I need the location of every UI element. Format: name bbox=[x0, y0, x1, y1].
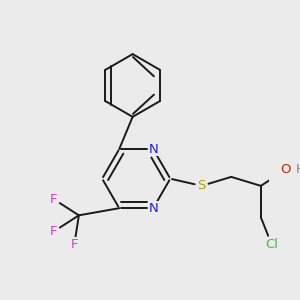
Text: H: H bbox=[295, 163, 300, 176]
Text: N: N bbox=[148, 202, 158, 215]
Text: O: O bbox=[280, 163, 291, 176]
Text: F: F bbox=[70, 238, 78, 250]
Text: S: S bbox=[197, 179, 206, 192]
Text: Cl: Cl bbox=[265, 238, 278, 250]
Text: F: F bbox=[50, 193, 58, 206]
Text: F: F bbox=[50, 225, 58, 238]
Text: N: N bbox=[148, 143, 158, 156]
